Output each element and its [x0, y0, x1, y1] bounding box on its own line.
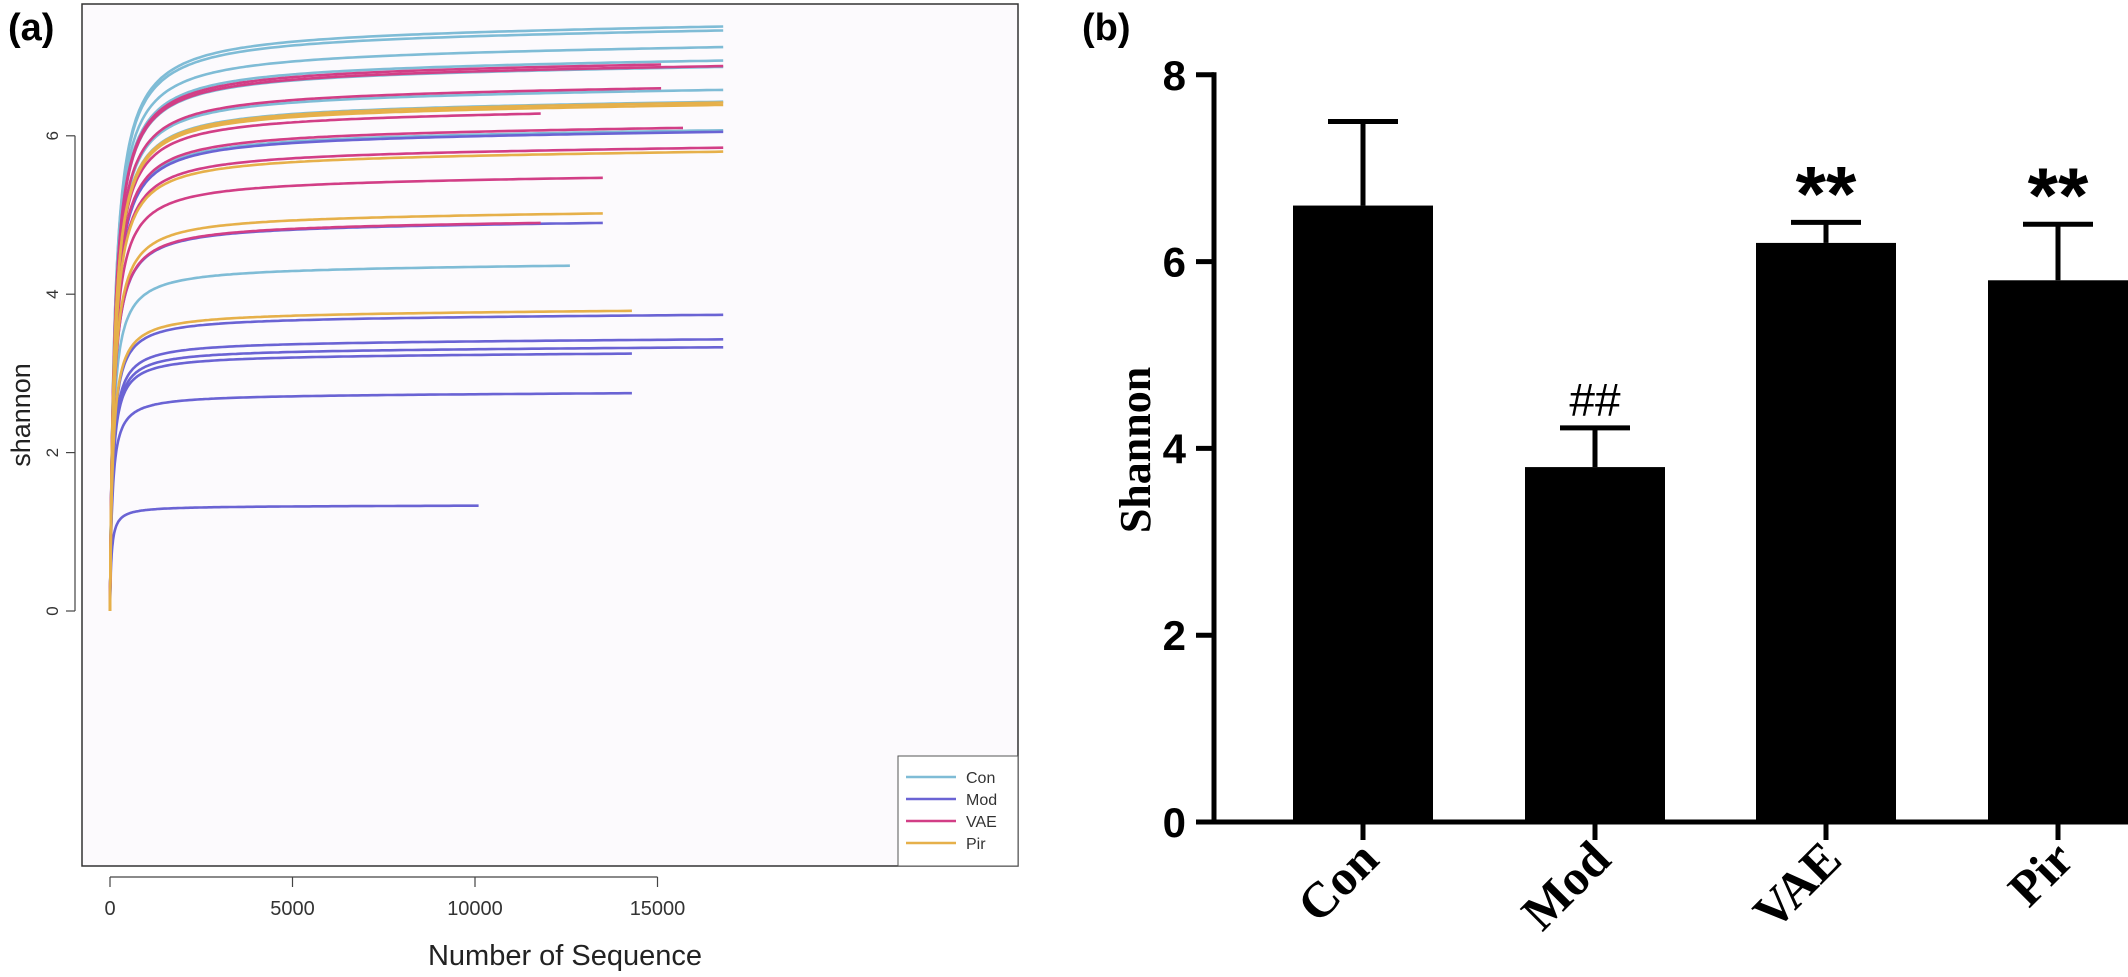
y-axis-label-a: shannon	[6, 363, 36, 467]
significance-stars: **	[2028, 151, 2089, 239]
y-tick-label-b: 4	[1163, 425, 1187, 472]
y-tick-label-b: 8	[1163, 52, 1186, 99]
legend-label-pir: Pir	[966, 836, 986, 853]
x-tick-label-b: VAE	[1742, 830, 1852, 940]
x-tick-label-a: 10000	[447, 898, 503, 920]
x-tick-label-a: 5000	[270, 898, 315, 920]
curve-pir	[108, 150, 724, 612]
y-tick-label-a: 6	[43, 131, 62, 140]
legend-box	[897, 755, 1019, 867]
x-tick-label-a: 0	[104, 898, 115, 920]
panel-b-chart: 0 2 4 6 8 Con Mod ## VAE ** Pir ** Shannon	[1111, 52, 2128, 940]
x-tick-label-b: Mod	[1510, 830, 1620, 940]
panel-a-chart: 0 2 4 6 0 5000 10000 15000 Number of Sequence s…	[6, 3, 1019, 972]
panel-b-label: (b)	[1082, 7, 1131, 49]
bar-pir	[1988, 280, 2128, 822]
bar-mod	[1525, 467, 1665, 822]
curve-pir	[108, 103, 724, 612]
legend-label-mod: Mod	[966, 792, 997, 809]
y-tick-label-b: 6	[1163, 239, 1186, 286]
x-tick-label-b: Pir	[1997, 830, 2084, 917]
legend-label-vae: VAE	[966, 814, 997, 831]
y-tick-label-a: 0	[43, 606, 62, 615]
bars: Con Mod ## VAE ** Pir **	[1286, 119, 2128, 940]
significance-stars: **	[1796, 149, 1857, 237]
y-axis-label-b: Shannon	[1111, 367, 1160, 533]
curve-mod	[108, 338, 724, 612]
curve-mod	[108, 391, 632, 612]
curve-pir	[108, 212, 603, 612]
curve-vae	[108, 64, 724, 612]
curve-mod	[108, 504, 479, 612]
x-tick-label-b: Con	[1286, 830, 1389, 933]
y-tick-label-a: 2	[43, 448, 62, 457]
legend-a: Con Mod VAE Pir	[897, 755, 1019, 867]
x-tick-label-a: 15000	[630, 898, 686, 920]
curve-mod	[108, 346, 724, 612]
curve-pir	[108, 309, 632, 612]
panel-a-label: (a)	[8, 7, 54, 49]
significance-hash: ##	[1569, 374, 1621, 426]
bar-con	[1293, 205, 1433, 822]
y-tick-label-b: 0	[1163, 799, 1186, 846]
y-tick-label-b: 2	[1163, 612, 1186, 659]
curve-con	[108, 264, 570, 612]
y-tick-label-a: 4	[43, 289, 62, 298]
rarefaction-curves	[108, 25, 724, 612]
bar-vae	[1756, 242, 1896, 823]
legend-label-con: Con	[966, 770, 995, 787]
x-axis-label-a: Number of Sequence	[428, 940, 702, 972]
curve-mod	[108, 352, 632, 612]
axes-a: 0 2 4 6 0 5000 10000 15000	[43, 131, 685, 920]
